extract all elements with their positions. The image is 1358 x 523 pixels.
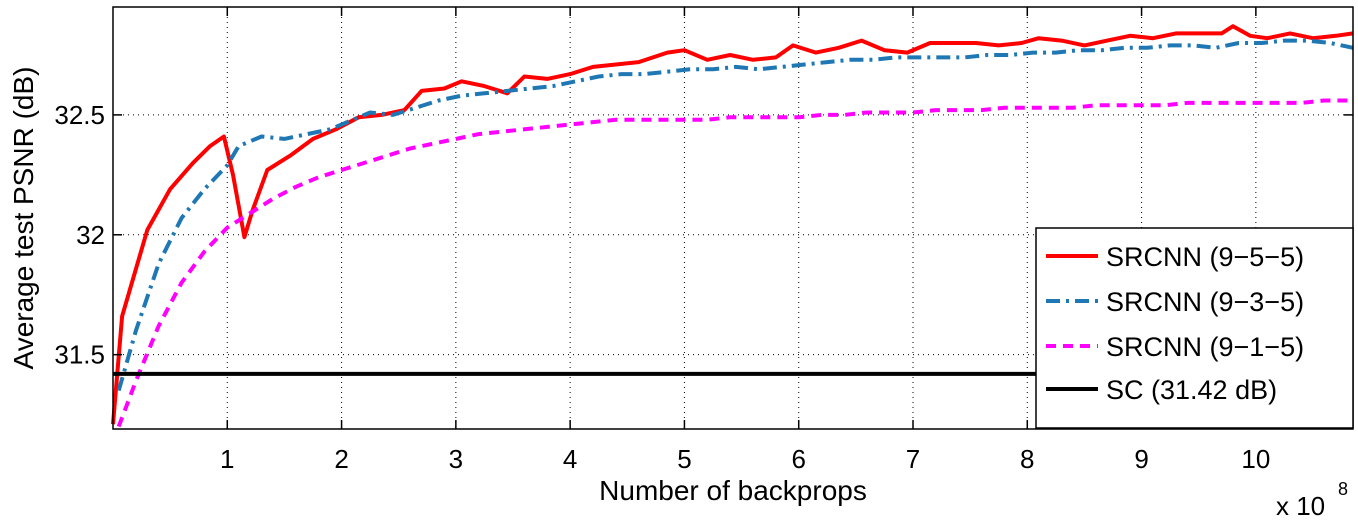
legend-label: SRCNN (9−5−5) (1106, 242, 1304, 272)
x-multiplier-label: x 10 (1276, 491, 1325, 521)
legend-box (1035, 227, 1354, 429)
x-tick-label: 7 (906, 444, 920, 474)
x-tick-label: 5 (677, 444, 691, 474)
y-tick-label: 32.5 (54, 100, 105, 130)
gridlines (113, 7, 1353, 429)
axis-ticks: 1 2 3 4 5 6 7 8 9 10 31.5 32 32.5 (54, 7, 1353, 474)
x-tick-label: 2 (334, 444, 348, 474)
series-line-srcnn-9-1-5 (116, 98, 1353, 428)
x-tick-label: 10 (1241, 444, 1270, 474)
series-line-srcnn-9-3-5 (116, 38, 1354, 392)
plot-frame (112, 6, 1354, 430)
legend-label: SRCNN (9−1−5) (1106, 332, 1304, 362)
y-axis-label: Average test PSNR (dB) (8, 67, 39, 370)
x-tick-label: 6 (791, 444, 805, 474)
y-tick-label: 31.5 (54, 340, 105, 370)
legend: SRCNN (9−5−5) SRCNN (9−3−5) SRCNN (9−1−5) S… (1035, 227, 1354, 429)
legend-label: SC (31.42 dB) (1106, 375, 1277, 405)
legend-label: SRCNN (9−3−5) (1106, 287, 1304, 317)
y-tick-label: 32 (76, 220, 105, 250)
x-tick-label: 1 (220, 444, 234, 474)
x-axis-label: Number of backprops (599, 475, 867, 506)
x-tick-label: 8 (1020, 444, 1034, 474)
x-tick-label: 9 (1134, 444, 1148, 474)
series-line-srcnn-9-5-5 (111, 24, 1354, 425)
x-tick-label: 3 (449, 444, 463, 474)
x-multiplier-exponent: 8 (1338, 479, 1348, 499)
x-tick-label: 4 (563, 444, 577, 474)
